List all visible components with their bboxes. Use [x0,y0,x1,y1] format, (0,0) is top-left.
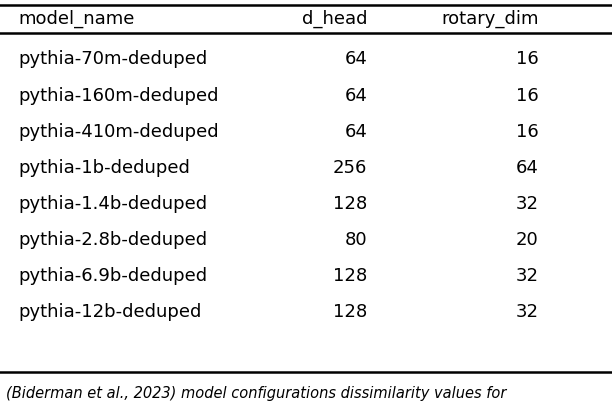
Text: pythia-70m-deduped: pythia-70m-deduped [18,50,207,68]
Text: pythia-12b-deduped: pythia-12b-deduped [18,302,202,320]
Text: rotary_dim: rotary_dim [441,9,539,27]
Text: pythia-1.4b-deduped: pythia-1.4b-deduped [18,194,207,212]
Text: 32: 32 [515,266,539,284]
Text: d_head: d_head [302,9,367,27]
Text: pythia-1b-deduped: pythia-1b-deduped [18,158,190,176]
Text: 64: 64 [345,50,367,68]
Text: 128: 128 [333,194,367,212]
Text: model_name: model_name [18,9,135,27]
Text: 32: 32 [515,302,539,320]
Text: 64: 64 [516,158,539,176]
Text: 20: 20 [516,230,539,248]
Text: 256: 256 [333,158,367,176]
Text: 32: 32 [515,194,539,212]
Text: 16: 16 [516,50,539,68]
Text: pythia-2.8b-deduped: pythia-2.8b-deduped [18,230,207,248]
Text: 16: 16 [516,86,539,104]
Text: pythia-6.9b-deduped: pythia-6.9b-deduped [18,266,207,284]
Text: 128: 128 [333,302,367,320]
Text: 16: 16 [516,122,539,140]
Text: 80: 80 [345,230,367,248]
Text: pythia-410m-deduped: pythia-410m-deduped [18,122,219,140]
Text: (Biderman et al., 2023) model configurations dissimilarity values for: (Biderman et al., 2023) model configurat… [6,385,507,400]
Text: 64: 64 [345,86,367,104]
Text: pythia-160m-deduped: pythia-160m-deduped [18,86,219,104]
Text: 64: 64 [345,122,367,140]
Text: 128: 128 [333,266,367,284]
